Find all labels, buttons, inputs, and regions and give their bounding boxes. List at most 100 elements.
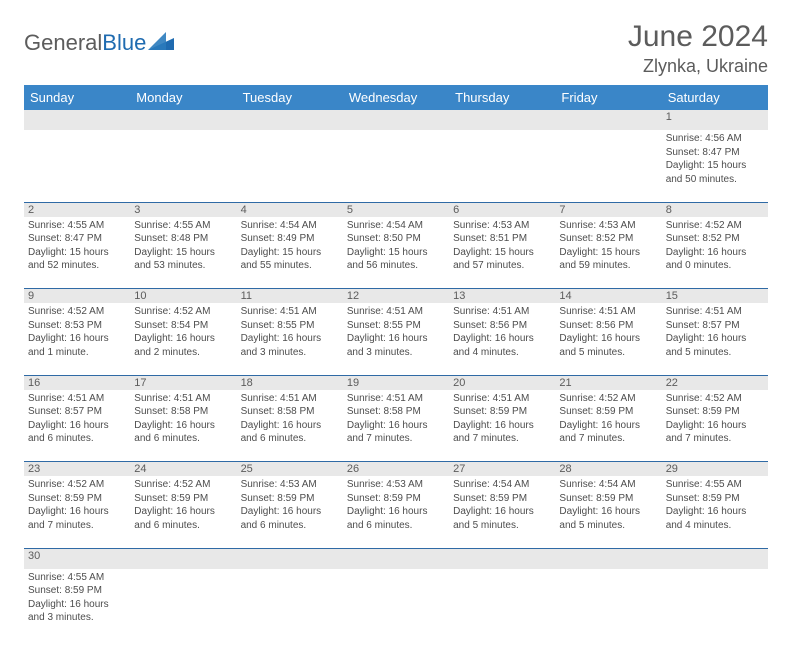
col-wednesday: Wednesday: [343, 85, 449, 110]
day-cell: Sunrise: 4:51 AMSunset: 8:57 PMDaylight:…: [662, 303, 768, 375]
week-row: Sunrise: 4:52 AMSunset: 8:53 PMDaylight:…: [24, 303, 768, 375]
day-number: 14: [559, 290, 657, 302]
day-number-cell: [449, 548, 555, 569]
day-number: 28: [559, 463, 657, 475]
month-title: June 2024: [628, 20, 768, 54]
day-number: 5: [347, 204, 445, 216]
day-details: Sunrise: 4:51 AMSunset: 8:56 PMDaylight:…: [453, 305, 551, 359]
day-cell: Sunrise: 4:53 AMSunset: 8:52 PMDaylight:…: [555, 217, 661, 289]
day-cell: [343, 130, 449, 202]
day-details: Sunrise: 4:51 AMSunset: 8:58 PMDaylight:…: [241, 392, 339, 446]
day-details: Sunrise: 4:54 AMSunset: 8:59 PMDaylight:…: [559, 478, 657, 532]
brand-part2: Blue: [102, 30, 146, 56]
day-number-cell: [24, 110, 130, 130]
day-cell: [449, 130, 555, 202]
day-number-cell: [555, 110, 661, 130]
day-cell: [237, 130, 343, 202]
col-thursday: Thursday: [449, 85, 555, 110]
day-details: Sunrise: 4:55 AMSunset: 8:48 PMDaylight:…: [134, 219, 232, 273]
day-number: 4: [241, 204, 339, 216]
day-number-cell: [662, 548, 768, 569]
col-friday: Friday: [555, 85, 661, 110]
day-cell: Sunrise: 4:54 AMSunset: 8:49 PMDaylight:…: [237, 217, 343, 289]
day-number: 8: [666, 204, 764, 216]
day-details: Sunrise: 4:53 AMSunset: 8:59 PMDaylight:…: [241, 478, 339, 532]
day-number-cell: 10: [130, 289, 236, 304]
day-details: Sunrise: 4:53 AMSunset: 8:52 PMDaylight:…: [559, 219, 657, 273]
day-number: 25: [241, 463, 339, 475]
day-details: Sunrise: 4:56 AMSunset: 8:47 PMDaylight:…: [666, 132, 764, 186]
day-cell: Sunrise: 4:52 AMSunset: 8:59 PMDaylight:…: [555, 390, 661, 462]
page-header: GeneralBlue June 2024 Zlynka, Ukraine: [24, 20, 768, 77]
day-details: Sunrise: 4:51 AMSunset: 8:58 PMDaylight:…: [347, 392, 445, 446]
day-number: 19: [347, 377, 445, 389]
day-details: Sunrise: 4:53 AMSunset: 8:51 PMDaylight:…: [453, 219, 551, 273]
day-number-cell: 29: [662, 462, 768, 477]
day-number-cell: 5: [343, 202, 449, 217]
calendar-page: GeneralBlue June 2024 Zlynka, Ukraine Su…: [0, 0, 792, 661]
day-number-cell: [449, 110, 555, 130]
day-cell: Sunrise: 4:51 AMSunset: 8:59 PMDaylight:…: [449, 390, 555, 462]
day-cell: Sunrise: 4:54 AMSunset: 8:59 PMDaylight:…: [555, 476, 661, 548]
day-number: 21: [559, 377, 657, 389]
day-number-cell: 14: [555, 289, 661, 304]
day-cell: Sunrise: 4:52 AMSunset: 8:52 PMDaylight:…: [662, 217, 768, 289]
day-cell: [24, 130, 130, 202]
day-number-cell: 4: [237, 202, 343, 217]
day-number-cell: 11: [237, 289, 343, 304]
day-number: 10: [134, 290, 232, 302]
col-saturday: Saturday: [662, 85, 768, 110]
day-cell: Sunrise: 4:51 AMSunset: 8:56 PMDaylight:…: [555, 303, 661, 375]
day-number: 20: [453, 377, 551, 389]
day-number: 15: [666, 290, 764, 302]
day-number: 9: [28, 290, 126, 302]
day-number-cell: [237, 548, 343, 569]
day-details: Sunrise: 4:51 AMSunset: 8:56 PMDaylight:…: [559, 305, 657, 359]
calendar-body: 1Sunrise: 4:56 AMSunset: 8:47 PMDaylight…: [24, 110, 768, 641]
day-number-cell: 23: [24, 462, 130, 477]
day-number-cell: 13: [449, 289, 555, 304]
day-number: 11: [241, 290, 339, 302]
day-number-cell: 26: [343, 462, 449, 477]
brand-part1: General: [24, 30, 102, 56]
day-cell: [662, 569, 768, 641]
day-details: Sunrise: 4:55 AMSunset: 8:59 PMDaylight:…: [666, 478, 764, 532]
location-label: Zlynka, Ukraine: [628, 56, 768, 77]
calendar-table: Sunday Monday Tuesday Wednesday Thursday…: [24, 85, 768, 641]
day-number: 6: [453, 204, 551, 216]
day-cell: Sunrise: 4:51 AMSunset: 8:58 PMDaylight:…: [130, 390, 236, 462]
day-number: 23: [28, 463, 126, 475]
day-number: 27: [453, 463, 551, 475]
day-cell: Sunrise: 4:51 AMSunset: 8:55 PMDaylight:…: [237, 303, 343, 375]
day-details: Sunrise: 4:55 AMSunset: 8:59 PMDaylight:…: [28, 571, 126, 625]
day-details: Sunrise: 4:52 AMSunset: 8:59 PMDaylight:…: [666, 392, 764, 446]
day-cell: [555, 569, 661, 641]
day-cell: Sunrise: 4:55 AMSunset: 8:47 PMDaylight:…: [24, 217, 130, 289]
day-details: Sunrise: 4:52 AMSunset: 8:59 PMDaylight:…: [28, 478, 126, 532]
day-number-cell: 22: [662, 375, 768, 390]
day-number-cell: [343, 110, 449, 130]
day-details: Sunrise: 4:51 AMSunset: 8:55 PMDaylight:…: [347, 305, 445, 359]
day-cell: Sunrise: 4:52 AMSunset: 8:59 PMDaylight:…: [662, 390, 768, 462]
day-number-cell: 21: [555, 375, 661, 390]
day-details: Sunrise: 4:52 AMSunset: 8:59 PMDaylight:…: [134, 478, 232, 532]
brand-logo: GeneralBlue: [24, 30, 174, 56]
day-number-cell: 28: [555, 462, 661, 477]
day-cell: Sunrise: 4:51 AMSunset: 8:57 PMDaylight:…: [24, 390, 130, 462]
day-cell: Sunrise: 4:54 AMSunset: 8:50 PMDaylight:…: [343, 217, 449, 289]
day-details: Sunrise: 4:52 AMSunset: 8:59 PMDaylight:…: [559, 392, 657, 446]
daynum-row: 1: [24, 110, 768, 130]
calendar-header-row: Sunday Monday Tuesday Wednesday Thursday…: [24, 85, 768, 110]
day-cell: Sunrise: 4:55 AMSunset: 8:48 PMDaylight:…: [130, 217, 236, 289]
day-cell: Sunrise: 4:55 AMSunset: 8:59 PMDaylight:…: [24, 569, 130, 641]
col-sunday: Sunday: [24, 85, 130, 110]
week-row: Sunrise: 4:55 AMSunset: 8:47 PMDaylight:…: [24, 217, 768, 289]
day-number: 24: [134, 463, 232, 475]
day-cell: [237, 569, 343, 641]
day-number: 7: [559, 204, 657, 216]
day-cell: [449, 569, 555, 641]
week-row: Sunrise: 4:51 AMSunset: 8:57 PMDaylight:…: [24, 390, 768, 462]
day-details: Sunrise: 4:52 AMSunset: 8:53 PMDaylight:…: [28, 305, 126, 359]
day-cell: Sunrise: 4:54 AMSunset: 8:59 PMDaylight:…: [449, 476, 555, 548]
day-number: 16: [28, 377, 126, 389]
